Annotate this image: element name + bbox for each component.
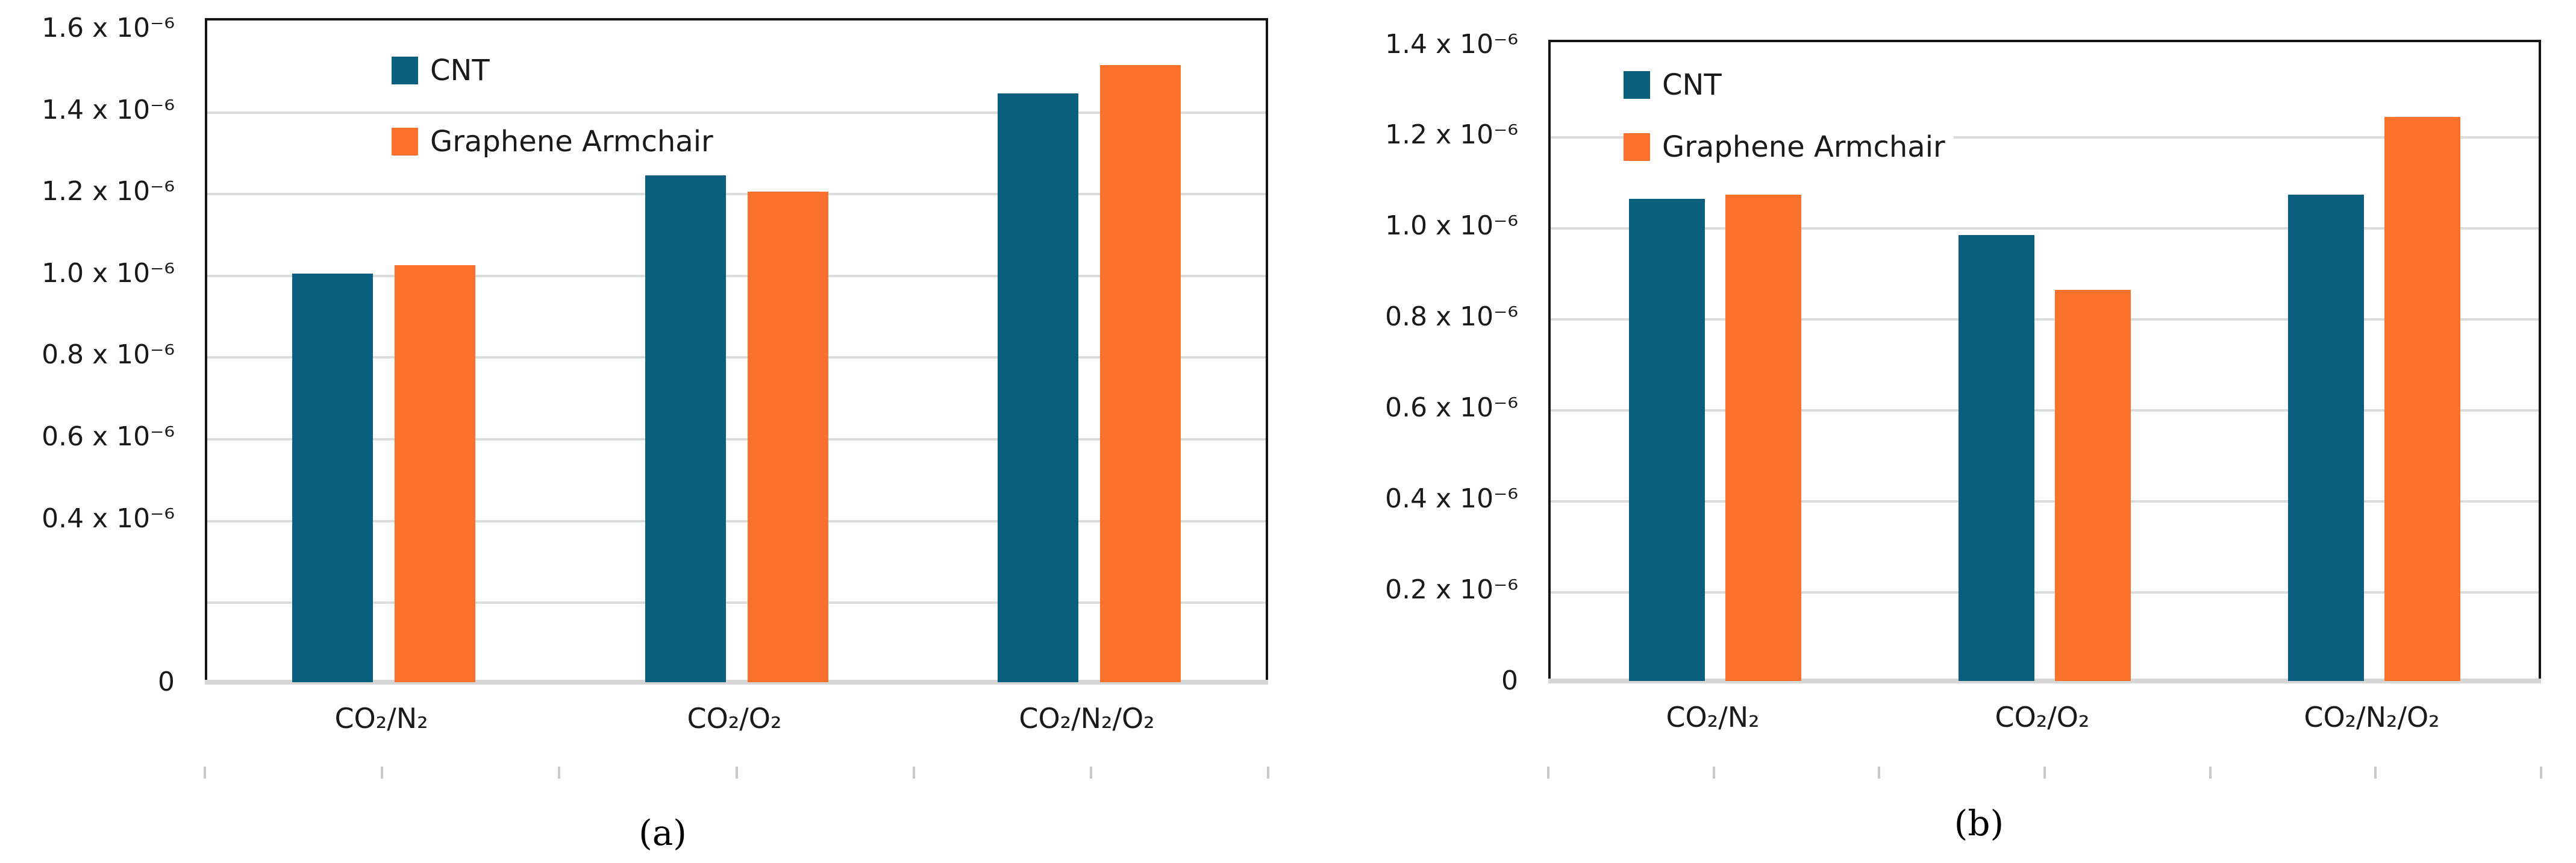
bar-graphene-armchair <box>2384 117 2460 681</box>
x-axis-category-label: CO₂/O₂ <box>687 702 782 735</box>
legend-item: Graphene Armchair <box>1624 130 1954 164</box>
bar-cnt <box>2288 195 2364 681</box>
gridline <box>207 356 1266 359</box>
minor-tick <box>381 767 383 779</box>
caption-b: (b) <box>1954 803 2004 844</box>
chart-b-plot <box>1548 40 2541 683</box>
minor-tick <box>204 767 206 779</box>
x-axis-category-label: CO₂/N₂/O₂ <box>2304 701 2440 733</box>
y-axis-tick-label: 1.4 x 10⁻⁶ <box>42 95 175 125</box>
bar-cnt <box>1629 199 1705 681</box>
bar-cnt <box>998 93 1078 682</box>
gridline <box>207 275 1266 277</box>
y-axis-tick-label: 0.2 x 10⁻⁶ <box>1385 574 1518 605</box>
gridline <box>207 601 1266 604</box>
gridline <box>1551 227 2539 230</box>
minor-tick <box>1090 767 1092 779</box>
minor-tick <box>1878 767 1880 779</box>
y-axis-tick-label: 0.6 x 10⁻⁶ <box>42 421 175 452</box>
bar-cnt <box>292 274 373 682</box>
x-axis-category-label: CO₂/N₂ <box>1666 701 1760 733</box>
gridline <box>207 438 1266 441</box>
gridline <box>207 520 1266 523</box>
legend-item: CNT <box>1624 68 1730 102</box>
gridline <box>207 111 1266 114</box>
bar-graphene-armchair <box>1725 195 1801 681</box>
minor-tick <box>2043 767 2046 779</box>
legend-item: Graphene Armchair <box>392 125 722 158</box>
y-axis-tick-label: 0.4 x 10⁻⁶ <box>42 503 175 534</box>
gridline <box>1551 500 2539 503</box>
x-axis-line <box>205 680 1268 685</box>
y-axis-tick-label: 1.6 x 10⁻⁶ <box>42 13 175 43</box>
gridline <box>1551 409 2539 412</box>
y-axis-tick-label: 1.4 x 10⁻⁶ <box>1385 29 1518 60</box>
minor-tick <box>913 767 915 779</box>
chart-a-plot <box>205 18 1268 685</box>
gridline <box>207 193 1266 195</box>
y-axis-tick-label: 1.0 x 10⁻⁶ <box>42 258 175 289</box>
bar-graphene-armchair <box>2055 290 2131 681</box>
minor-tick <box>2540 767 2542 779</box>
y-axis-tick-label: 0.4 x 10⁻⁶ <box>1385 483 1518 514</box>
legend-label: CNT <box>1662 68 1722 102</box>
x-axis-line <box>1548 679 2541 683</box>
y-axis-tick-label: 0.8 x 10⁻⁶ <box>1385 301 1518 332</box>
gridline <box>1551 318 2539 321</box>
x-axis-category-label: CO₂/N₂ <box>334 702 428 735</box>
bar-cnt <box>1959 235 2034 681</box>
gridline <box>1551 591 2539 594</box>
y-axis-tick-label: 0 <box>158 667 175 697</box>
y-axis-tick-label: 0.6 x 10⁻⁶ <box>1385 392 1518 423</box>
minor-tick <box>558 767 560 779</box>
bar-graphene-armchair <box>395 265 475 682</box>
gridline <box>1551 136 2539 139</box>
x-axis-category-label: CO₂/O₂ <box>1995 701 2090 733</box>
y-axis-tick-label: 0 <box>1501 665 1518 696</box>
legend-swatch-icon <box>1624 133 1650 161</box>
bar-cnt <box>645 175 726 682</box>
bar-graphene-armchair <box>748 192 828 682</box>
y-axis-tick-label: 0.8 x 10⁻⁶ <box>42 339 175 370</box>
legend-label: CNT <box>430 54 490 87</box>
legend-swatch-icon <box>1624 71 1650 99</box>
y-axis-tick-label: 1.2 x 10⁻⁶ <box>42 176 175 207</box>
minor-tick <box>736 767 738 779</box>
legend-swatch-icon <box>392 128 418 155</box>
minor-tick <box>1267 767 1269 779</box>
legend-swatch-icon <box>392 57 418 84</box>
y-axis-tick-label: 1.0 x 10⁻⁶ <box>1385 210 1518 241</box>
minor-tick <box>2209 767 2212 779</box>
bar-graphene-armchair <box>1100 65 1181 682</box>
x-axis-category-label: CO₂/N₂/O₂ <box>1019 702 1155 735</box>
legend-label: Graphene Armchair <box>1662 130 1945 164</box>
legend-label: Graphene Armchair <box>430 125 713 158</box>
minor-tick <box>1713 767 1715 779</box>
legend-item: CNT <box>392 54 498 87</box>
y-axis-tick-label: 1.2 x 10⁻⁶ <box>1385 119 1518 150</box>
minor-tick <box>2374 767 2377 779</box>
minor-tick <box>1547 767 1549 779</box>
caption-a: (a) <box>639 812 687 853</box>
